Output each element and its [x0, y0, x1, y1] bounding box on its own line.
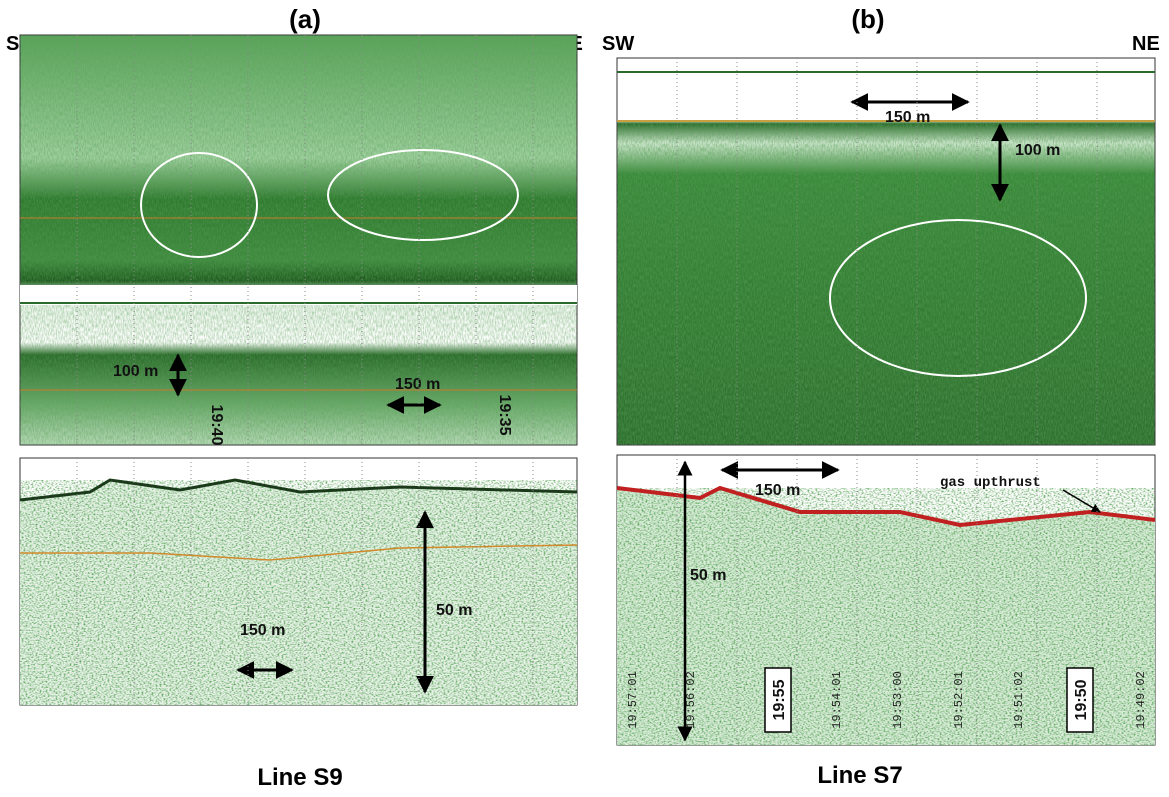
sonar-image	[20, 35, 577, 445]
caption: Line S9	[257, 764, 342, 791]
depth-label: 50 m	[436, 602, 472, 619]
time-label: 19:52:01	[952, 671, 966, 729]
time-label: 19:55	[771, 679, 788, 720]
time-label: 19:40	[208, 405, 225, 446]
seismic-profile	[20, 458, 577, 705]
time-label: 19:56:02	[684, 671, 698, 729]
time-label: 19:49:02	[1134, 671, 1148, 729]
time-label: 19:54:01	[830, 671, 844, 729]
distance-label: 150 m	[885, 109, 930, 126]
direction-left: SW	[602, 33, 634, 55]
depth-label: 100 m	[1015, 142, 1060, 159]
depth-label: 50 m	[690, 567, 726, 584]
distance-label: 150 m	[755, 482, 800, 499]
caption: Line S7	[817, 762, 902, 789]
time-label: 19:35	[496, 395, 513, 436]
annotation: gas upthrust	[940, 475, 1041, 491]
time-label: 19:57:01	[626, 671, 640, 729]
depth-label: 100 m	[113, 363, 158, 380]
time-label: 19:53:00	[891, 671, 905, 729]
time-label: 19:50	[1073, 679, 1090, 720]
distance-label: 150 m	[395, 376, 440, 393]
panel-label: (a)	[289, 4, 321, 34]
figure: (a) SW NE 100 m 150 m 19:40 19:35 150 m …	[0, 0, 1169, 797]
direction-right: NE	[1132, 33, 1160, 55]
panel-label: (b)	[851, 4, 884, 34]
time-label: 19:51:02	[1012, 671, 1026, 729]
distance-label: 150 m	[240, 622, 285, 639]
